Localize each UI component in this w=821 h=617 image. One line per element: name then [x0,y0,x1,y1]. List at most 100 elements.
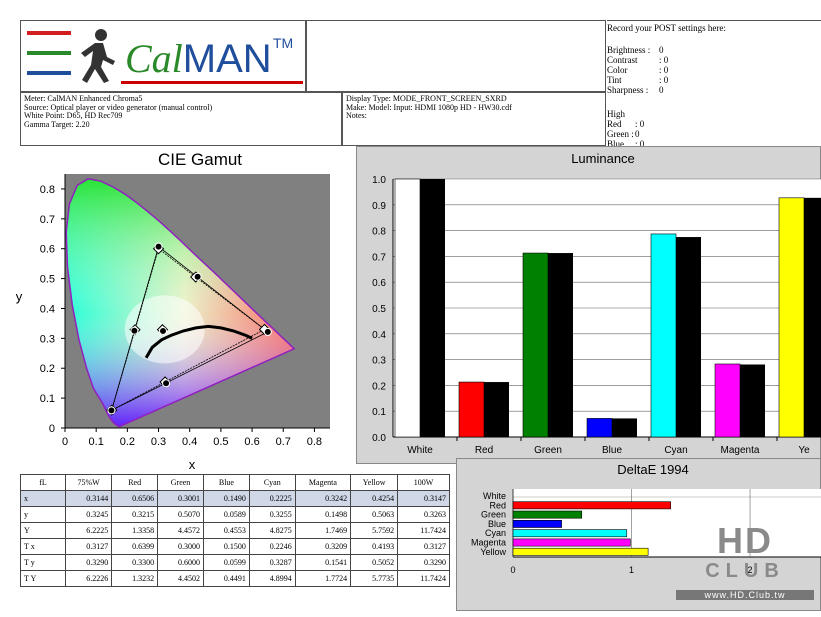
table-cell: 0.6000 [157,554,204,571]
luminance-category-label: Red [475,445,493,456]
deltae-bar [512,538,631,547]
luminance-bar-measured [714,363,741,438]
luminance-bar-target [676,237,701,437]
deltae-chart: DeltaE 1994 0 1 2 WhiteRedGreenBlueCyanMage… [471,462,821,575]
cie-y-tick-label: 0.7 [40,214,55,226]
meter-line: Meter: CalMAN Enhanced Chroma5 [24,94,143,103]
table-cell: 0.3290 [64,554,113,571]
source-line: Source: Optical player or video generato… [24,102,213,112]
luminance-bar-measured [586,418,613,438]
table-cell: 1.3232 [111,570,159,587]
table-cell: 4.4502 [157,570,204,587]
cie-y-tick-label: 0.8 [40,184,55,196]
deltae-bar [512,529,628,538]
table-cell: 6.2225 [64,522,113,539]
meter-info: Meter: CalMAN Enhanced Chroma5 Source: O… [20,92,342,146]
table-cell: 0.0599 [202,554,250,571]
high-row: Green :0 [607,129,640,139]
table-cell: 0.3242 [294,490,352,507]
cie-x-tick-label: 0.6 [244,436,259,448]
table-cell: 0.4553 [202,522,250,539]
notes-line: Notes: [346,111,367,120]
watermark-sub: CLUB [705,560,785,582]
table-cell: 0.6399 [111,538,159,555]
table-cell: 0.4254 [350,490,399,507]
cie-y-tick-label: 0 [49,423,55,435]
table-row-header: T y [20,554,66,571]
cie-x-tick-label: 0.1 [89,436,104,448]
table-cell: 0.5063 [350,506,399,523]
luminance-category-label: Green [534,445,562,456]
luminance-bar-measured [522,252,549,438]
table-row-header: T x [20,538,66,555]
settings-top-rule [607,20,821,21]
table-cell: 0.3287 [248,554,296,571]
logo-blue-stripe [27,71,71,75]
table-cell: 0.0589 [202,506,250,523]
table-cell: 0.4193 [350,538,399,555]
table-row: x 0.3144 0.6506 0.3001 0.1490 0.2225 0.3242 0.4… [20,490,450,507]
table-cell: 1.3358 [111,522,159,539]
measured-point [130,326,139,335]
logo-underline [121,81,303,84]
table-cell: 1.7469 [294,522,352,539]
calman-logo: CalMAN TM [20,20,306,92]
table-header-cell: fL [20,474,66,491]
deltae-bar [512,547,649,556]
make-model-line: Make: Model: Input: HDMI 1080p HD - HW30… [346,102,512,112]
luminance-bar-measured [458,381,485,438]
measured-point [154,242,163,251]
table-cell: 4.4572 [157,522,204,539]
table-header-cell: Red [111,474,159,491]
luminance-category-label: White [407,445,433,456]
deltae-category-label: Magenta [471,538,506,548]
luminance-tick-label: 1.0 [372,175,386,186]
cie-y-tick-label: 0.6 [40,244,55,256]
luminance-tick-label: 0.0 [372,433,386,444]
runner-icon [81,29,115,83]
table-cell: 0.1490 [202,490,250,507]
logo-red-stripe [27,31,71,35]
measured-point [263,327,272,336]
settings-list: Brightness :0 Contrast: 0 Color: 0 Tint:… [607,45,821,95]
luminance-bar-target [804,197,821,437]
luminance-chart: Luminance 0.0 0.1 0.2 0.3 0.4 0.5 0.6 0.7 0.8 0.9… [372,151,821,456]
luminance-bar-target [612,418,637,437]
deltae-category-label: Blue [488,519,506,529]
luminance-bar-target [420,179,445,437]
deltae-bar [512,501,671,510]
settings-row: Brightness :0 [607,45,664,55]
table-cell: 0.3127 [64,538,113,555]
deltae-title: DeltaE 1994 [617,462,689,477]
header-blank-box [306,20,606,92]
table-cell: 5.7592 [350,522,399,539]
logo-green-stripe [27,51,71,55]
table-cell: 0.3147 [397,490,450,507]
cie-x-tick-label: 0.3 [151,436,166,448]
table-header-cell: 75%W [64,474,113,491]
table-row: Y 6.2225 1.3358 4.4572 0.4553 4.8275 1.7469 5.7… [20,522,450,539]
luminance-category-label: Blue [602,445,622,456]
cie-x-tick-label: 0.8 [307,436,322,448]
luminance-tick-label: 0.6 [372,278,386,289]
luminance-bar-measured [650,233,677,438]
measured-point [162,379,171,388]
measured-point [193,272,202,281]
white-point-line: White Point: D65, HD Rec709 [24,111,123,120]
measurement-table: fL 75%W Red Green Blue Cyan Magenta Yell… [20,474,450,587]
post-settings: Record your POST settings here: Brightne… [607,20,821,149]
luminance-tick-label: 0.5 [372,304,386,315]
cie-x-tick-label: 0.5 [213,436,228,448]
cie-y-tick-label: 0.3 [40,333,55,345]
table-header-cell: Cyan [248,474,296,491]
table-cell: 0.1498 [294,506,352,523]
table-cell: 0.1541 [294,554,352,571]
cie-y-tick-label: 0.5 [40,274,55,286]
cie-x-tick-label: 0 [62,436,68,448]
cie-title: CIE Gamut [158,150,242,169]
table-cell: 0.3127 [397,538,450,555]
cie-y-tick-label: 0.2 [40,363,55,375]
deltae-category-label: Cyan [485,528,506,538]
luminance-tick-label: 0.2 [372,381,386,392]
